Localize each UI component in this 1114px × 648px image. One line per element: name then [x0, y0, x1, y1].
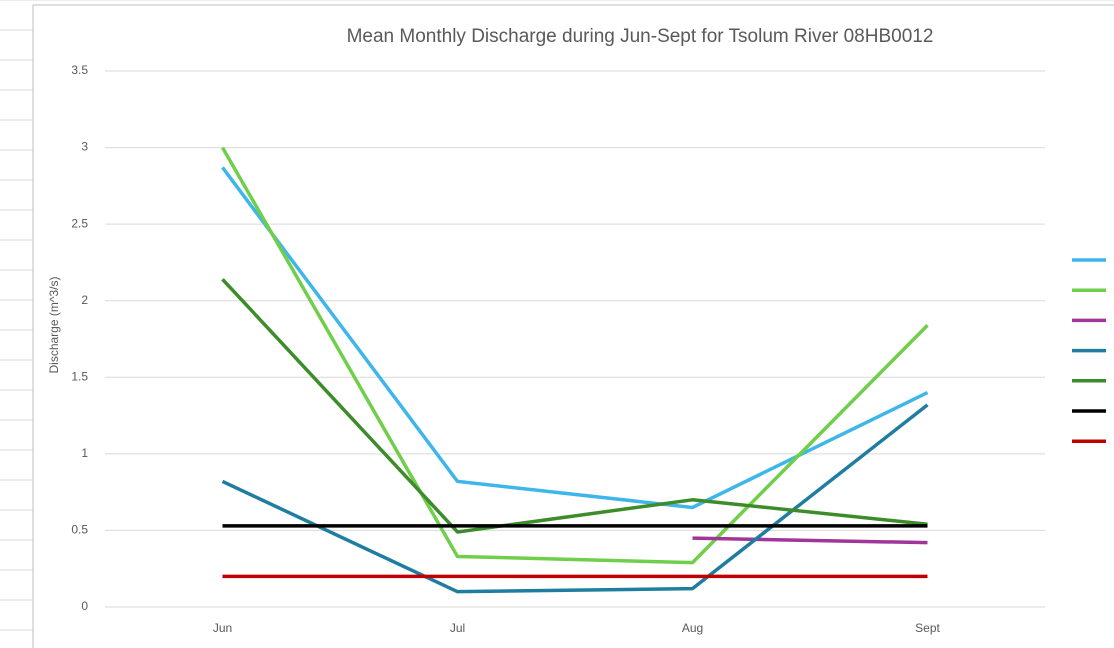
y-axis-label: Discharge (m^3/s) — [47, 277, 61, 374]
x-tick-label: Jul — [450, 621, 465, 635]
y-tick-label: 1.5 — [71, 369, 88, 383]
series-line — [221, 403, 929, 594]
y-tick-label: 3 — [81, 140, 88, 154]
chart-title: Mean Monthly Discharge during Jun-Sept f… — [347, 26, 934, 47]
y-tick-label: 3.5 — [71, 63, 88, 77]
series-line — [692, 536, 928, 545]
y-tick-label: 2.5 — [71, 216, 88, 230]
chart-area — [32, 4, 1114, 648]
y-tick-label: 1 — [81, 446, 88, 460]
series-line — [221, 166, 929, 510]
sheet-grid — [0, 0, 1114, 631]
y-tick-label: 0 — [81, 599, 88, 613]
x-tick-label: Jun — [213, 621, 232, 635]
series-line — [220, 146, 929, 565]
y-tick-label: 2 — [81, 293, 88, 307]
y-tick-label: 0.5 — [71, 523, 88, 537]
x-tick-label: Aug — [682, 621, 703, 635]
x-tick-label: Sept — [915, 621, 940, 635]
series-line — [221, 278, 928, 534]
